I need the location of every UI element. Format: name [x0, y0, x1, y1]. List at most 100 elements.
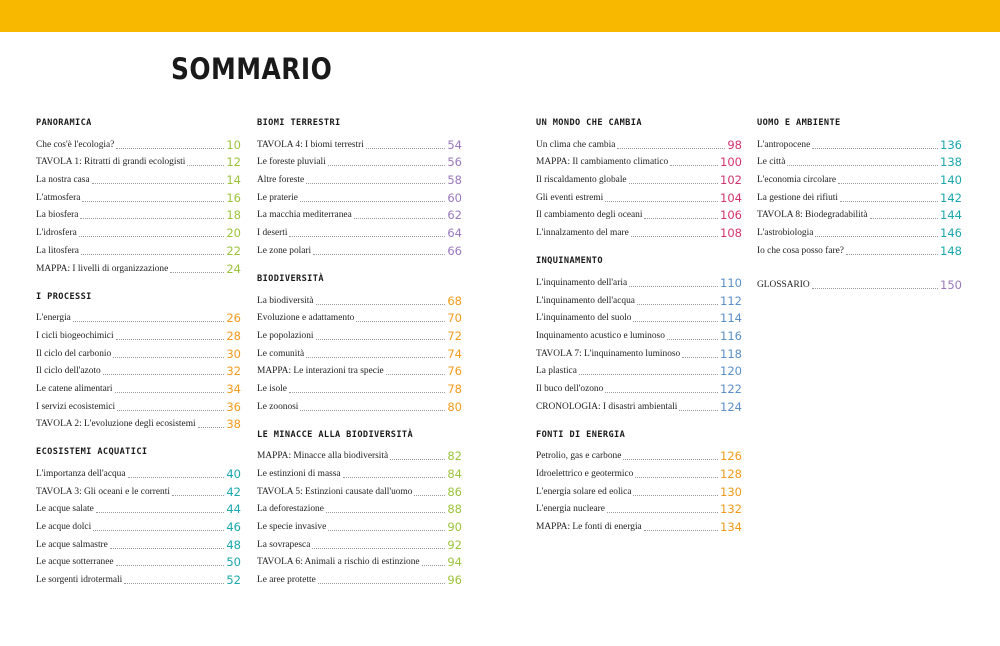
toc-entry[interactable]: Che cos'è l'ecologia? 10 [36, 133, 241, 151]
toc-entry[interactable]: Inquinamento acustico e luminoso 116 [536, 324, 742, 342]
dot-leader [102, 374, 225, 376]
toc-entry[interactable]: La nostra casa 14 [36, 168, 241, 186]
toc-entry[interactable]: Le città 138 [757, 151, 962, 168]
toc-entry[interactable]: L'inquinamento del suolo 114 [536, 307, 742, 324]
toc-entry[interactable]: La sovrapesca 92 [257, 533, 462, 551]
toc-entry[interactable]: L'energia solare ed eolica 130 [536, 480, 742, 498]
toc-entry[interactable]: Petrolio, gas e carbone 126 [536, 445, 742, 462]
toc-entry[interactable]: L'idrosfera 20 [36, 221, 241, 239]
dot-leader [93, 530, 225, 532]
toc-entry[interactable]: Il buco dell'ozono 122 [536, 377, 742, 395]
dot-leader [635, 477, 719, 478]
toc-entry[interactable]: L'antropocene 136 [757, 133, 962, 151]
toc-entry[interactable]: Gli eventi estremi 104 [536, 186, 742, 204]
page-number: 74 [447, 346, 462, 361]
toc-entry[interactable]: TAVOLA 5: Estinzioni causate dall'uomo 86 [257, 480, 462, 498]
entry-title: Le acque salmastre [36, 539, 108, 550]
toc-entry[interactable]: L'energia 26 [36, 307, 241, 326]
page-number: 42 [226, 484, 241, 499]
toc-entry[interactable]: MAPPA: Le fonti di energia 134 [536, 515, 742, 533]
dot-leader [306, 183, 446, 185]
toc-entry[interactable]: La gestione dei rifiuti 142 [757, 186, 962, 204]
toc-entry[interactable]: La macchia mediterranea 62 [257, 204, 462, 221]
entry-title: I deserti [257, 228, 288, 239]
toc-entry[interactable]: La litosfera 22 [36, 239, 241, 257]
toc-entry[interactable]: MAPPA: Il cambiamento climatico 100 [536, 151, 742, 168]
page-number: 130 [720, 484, 742, 499]
toc-entry[interactable]: Le acque salate 44 [36, 498, 241, 515]
page-number: 18 [226, 208, 241, 223]
toc-entry[interactable]: MAPPA: I livelli di organizzazione 24 [36, 257, 241, 275]
toc-entry[interactable]: Le sorgenti idrotermali 52 [36, 568, 241, 586]
toc-entry[interactable]: L'energia nucleare 132 [536, 498, 742, 515]
toc-entry[interactable]: Altre foreste 58 [257, 168, 462, 186]
dot-leader [815, 236, 939, 238]
toc-entry[interactable]: Le praterie 60 [257, 186, 462, 204]
entry-title: TAVOLA 6: Animali a rischio di estinzion… [257, 557, 420, 568]
toc-entry[interactable]: I cicli biogeochimici 28 [36, 324, 241, 342]
toc-entry[interactable]: L'importanza dell'acqua 40 [36, 462, 241, 480]
toc-entry[interactable]: L'inquinamento dell'aria 110 [536, 271, 742, 289]
toc-entry[interactable]: TAVOLA 7: L'inquinamento luminoso 118 [536, 342, 742, 360]
toc-entry[interactable]: TAVOLA 2: L'evoluzione degli ecosistemi 3… [36, 413, 241, 430]
toc-entry[interactable]: Le specie invasive 90 [257, 515, 462, 533]
toc-entry[interactable]: L'economia circolare 140 [757, 168, 962, 186]
dot-leader [306, 356, 446, 358]
toc-entry[interactable]: L'atmosfera 16 [36, 186, 241, 204]
toc-entry[interactable]: Il ciclo dell'azoto 32 [36, 360, 241, 377]
entry-title: Io che cosa posso fare? [757, 245, 844, 256]
toc-entry[interactable]: Le zone polari 66 [257, 239, 462, 257]
toc-entry[interactable]: TAVOLA 1: Ritratti di grandi ecologisti 1… [36, 151, 241, 168]
toc-entry[interactable]: L'inquinamento dell'acqua 112 [536, 289, 742, 307]
toc-entry[interactable]: Le aree protette 96 [257, 568, 462, 586]
page-number: 102 [720, 173, 742, 188]
toc-entry[interactable]: Le acque salmastre 48 [36, 533, 241, 551]
entry-title: Idroelettrico e geotermico [536, 469, 634, 479]
toc-entry[interactable]: MAPPA: Minacce alla biodiversità 82 [257, 445, 462, 462]
dot-leader [117, 409, 225, 411]
toc-entry[interactable]: Un clima che cambia 98 [536, 133, 742, 151]
page-number: 26 [226, 311, 241, 326]
page-number: 150 [940, 277, 962, 292]
toc-entry[interactable]: Il cambiamento degli oceani 106 [536, 204, 742, 221]
toc-entry[interactable]: Le catene alimentari 34 [36, 377, 241, 395]
entry-title: MAPPA: I livelli di organizzazione [36, 263, 169, 274]
toc-entry[interactable]: La biodiversità 68 [257, 289, 462, 307]
toc-entry[interactable]: Le zoonosi 80 [257, 395, 462, 413]
toc-entry[interactable]: TAVOLA 3: Gli oceani e le correnti 42 [36, 480, 241, 498]
toc-entry[interactable]: TAVOLA 8: Biodegradabilità 144 [757, 204, 962, 221]
page-number: 46 [226, 520, 241, 535]
page-number: 28 [226, 328, 241, 343]
toc-entry[interactable]: Io che cosa posso fare? 148 [757, 239, 962, 257]
dot-leader [312, 547, 446, 549]
toc-entry[interactable]: L'innalzamento del mare 108 [536, 221, 742, 239]
toc-entry[interactable]: Idroelettrico e geotermico 128 [536, 462, 742, 480]
toc-entry[interactable]: Le foreste pluviali 56 [257, 151, 462, 168]
entry-title: Le comunità [257, 348, 305, 359]
toc-entry[interactable]: L'astrobiologia 146 [757, 221, 962, 239]
toc-entry[interactable]: TAVOLA 6: Animali a rischio di estinzion… [257, 551, 462, 568]
toc-entry[interactable]: La plastica 120 [536, 360, 742, 377]
toc-entry[interactable]: I deserti 64 [257, 221, 462, 239]
toc-entry[interactable]: Le acque sotterranee 50 [36, 551, 241, 568]
toc-entry[interactable]: Le estinzioni di massa 84 [257, 462, 462, 480]
toc-entry[interactable]: TAVOLA 4: I biomi terrestri 54 [257, 133, 462, 151]
entry-title: MAPPA: Le fonti di energia [536, 522, 642, 533]
toc-entry[interactable]: GLOSSARIO 150 [757, 273, 962, 291]
toc-entry[interactable]: Il riscaldamento globale 102 [536, 168, 742, 186]
toc-entry[interactable]: Le comunità 74 [257, 342, 462, 360]
entry-title: Le zone polari [257, 245, 312, 256]
toc-entry[interactable]: La deforestazione 88 [257, 498, 462, 515]
dot-leader [115, 565, 225, 567]
toc-entry[interactable]: Le acque dolci 46 [36, 515, 241, 533]
toc-entry[interactable]: CRONOLOGIA: I disastri ambientali 124 [536, 395, 742, 413]
dot-leader [170, 271, 225, 273]
toc-entry[interactable]: Il ciclo del carbonio 30 [36, 342, 241, 360]
toc-entry[interactable]: Le popolazioni 72 [257, 324, 462, 342]
toc-entry[interactable]: Evoluzione e adattamento 70 [257, 307, 462, 324]
toc-entry[interactable]: I servizi ecosistemici 36 [36, 395, 241, 413]
toc-entry[interactable]: Le isole 78 [257, 377, 462, 395]
toc-entry[interactable]: MAPPA: Le interazioni tra specie 76 [257, 360, 462, 377]
toc-entry[interactable]: La biosfera 18 [36, 204, 241, 223]
toc-section: FONTI DI ENERGIA Petrolio, gas e carbone 1… [536, 429, 742, 533]
